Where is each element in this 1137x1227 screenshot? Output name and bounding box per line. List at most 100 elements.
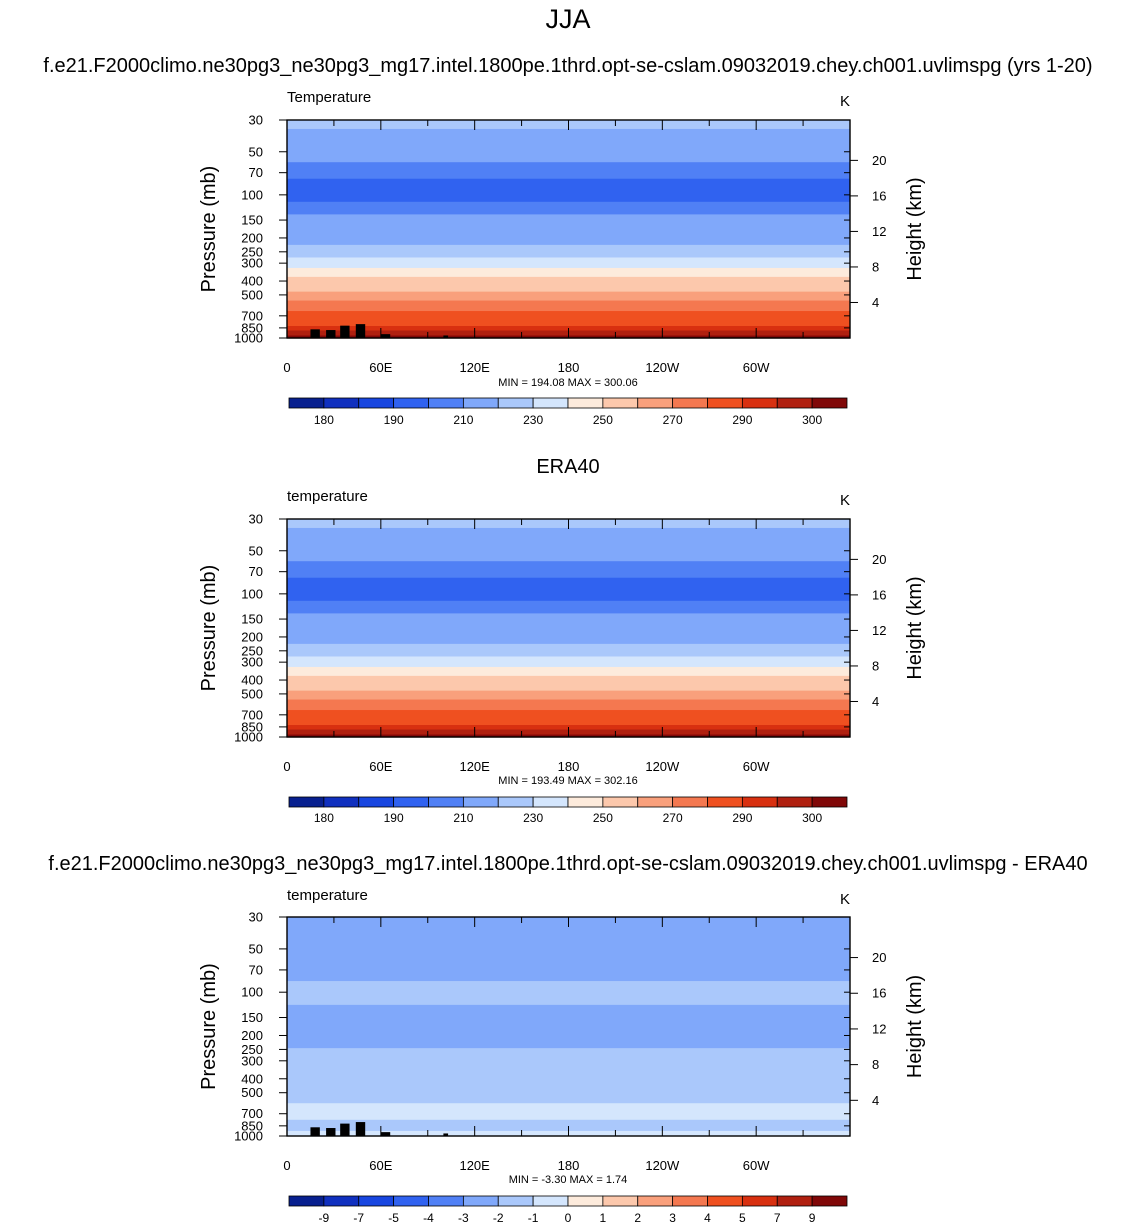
contour-band bbox=[287, 981, 850, 1006]
colorbar-label: -5 bbox=[388, 1211, 399, 1225]
contour-band bbox=[287, 257, 850, 269]
x-tick-label: 60E bbox=[369, 1158, 392, 1173]
pressure-tick-label: 700 bbox=[241, 308, 263, 323]
colorbar-swatch bbox=[811, 1195, 848, 1207]
x-tick-label: 180 bbox=[558, 759, 580, 774]
colorbar-swatch bbox=[741, 796, 778, 808]
height-tick-label: 12 bbox=[872, 623, 886, 638]
height-tick-label: 4 bbox=[872, 1093, 879, 1108]
colorbar-swatch bbox=[462, 1195, 499, 1207]
colorbar-label: 210 bbox=[453, 413, 473, 427]
colorbar-swatch bbox=[323, 1195, 360, 1207]
contour-band bbox=[287, 276, 850, 286]
obs-title: ERA40 bbox=[536, 456, 599, 478]
pressure-tick-label: 70 bbox=[249, 962, 263, 977]
pressure-tick-label: 30 bbox=[249, 512, 263, 527]
colorbar-label: 3 bbox=[669, 1211, 676, 1225]
pressure-tick-label: 100 bbox=[241, 586, 263, 601]
colorbar-label: -1 bbox=[528, 1211, 539, 1225]
terrain-block bbox=[340, 325, 350, 338]
pressure-tick-label: 50 bbox=[249, 144, 263, 159]
height-tick-label: 16 bbox=[872, 986, 886, 1001]
pressure-tick-label: 100 bbox=[241, 985, 263, 1000]
plot-variable-label: temperature bbox=[287, 887, 368, 904]
x-tick-label: 0 bbox=[283, 759, 290, 774]
min-max-label: MIN = -3.30 MAX = 1.74 bbox=[509, 1174, 628, 1186]
colorbar-swatch bbox=[602, 796, 639, 808]
height-tick-label: 16 bbox=[872, 587, 886, 602]
units-label: K bbox=[840, 492, 850, 509]
colorbar-label: 230 bbox=[523, 811, 543, 825]
terrain-block bbox=[355, 324, 366, 338]
contour-band bbox=[287, 291, 850, 302]
plot-variable-label: Temperature bbox=[287, 89, 371, 106]
pressure-tick-label: 70 bbox=[249, 564, 263, 579]
pressure-tick-label: 50 bbox=[249, 941, 263, 956]
colorbar-swatch bbox=[428, 796, 464, 808]
min-max-label: MIN = 194.08 MAX = 300.06 bbox=[498, 377, 637, 389]
model-panel: 0 60E 120E 180 120W 60W3050701001502002503004… bbox=[198, 89, 926, 427]
y-axis-label: Pressure (mb) bbox=[198, 166, 220, 293]
pressure-tick-label: 70 bbox=[249, 165, 263, 180]
pressure-tick-label: 50 bbox=[249, 543, 263, 558]
colorbar-label: 0 bbox=[565, 1211, 572, 1225]
contour-band bbox=[287, 319, 850, 327]
contour-band bbox=[287, 284, 850, 293]
pressure-tick-label: 200 bbox=[241, 629, 263, 644]
colorbar-label: 180 bbox=[314, 413, 334, 427]
terrain-block bbox=[443, 335, 449, 338]
colorbar-swatch bbox=[323, 796, 360, 808]
contour-band bbox=[287, 244, 850, 259]
obs-panel: 0 60E 120E 180 120W 60W3050701001502002503004… bbox=[198, 488, 926, 825]
colorbar-label: -2 bbox=[493, 1211, 504, 1225]
colorbar-swatch bbox=[462, 397, 499, 409]
colorbar-swatch bbox=[637, 397, 674, 409]
colorbar-swatch bbox=[532, 796, 569, 808]
contour-band bbox=[287, 613, 850, 629]
contour-band bbox=[287, 1048, 850, 1071]
colorbar-swatch bbox=[672, 397, 708, 409]
terrain-block bbox=[310, 329, 320, 338]
contour-band bbox=[287, 1119, 850, 1132]
y-axis-label: Pressure (mb) bbox=[198, 565, 220, 692]
x-tick-label: 0 bbox=[283, 360, 290, 375]
colorbar-swatch bbox=[428, 1195, 464, 1207]
pressure-tick-label: 500 bbox=[241, 287, 263, 302]
pressure-tick-label: 150 bbox=[241, 213, 263, 228]
height-tick-label: 20 bbox=[872, 552, 886, 567]
units-label: K bbox=[840, 891, 850, 908]
contour-band bbox=[287, 675, 850, 685]
contour-band bbox=[287, 718, 850, 726]
contour-band bbox=[287, 1085, 850, 1104]
y-axis-label: Pressure (mb) bbox=[198, 963, 220, 1090]
pressure-tick-label: 300 bbox=[241, 256, 263, 271]
colorbar-swatch bbox=[707, 796, 743, 808]
colorbar-swatch bbox=[428, 397, 464, 409]
contour-band bbox=[287, 959, 850, 982]
colorbar-swatch bbox=[567, 796, 604, 808]
colorbar-swatch bbox=[323, 397, 360, 409]
x-tick-label: 60E bbox=[369, 759, 392, 774]
terrain-block bbox=[355, 1122, 366, 1136]
pressure-tick-label: 700 bbox=[241, 1106, 263, 1121]
colorbar-swatch bbox=[497, 796, 534, 808]
height-tick-label: 12 bbox=[872, 224, 886, 239]
colorbar-swatch bbox=[358, 796, 395, 808]
contour-band bbox=[287, 128, 850, 146]
colorbar-swatch bbox=[497, 1195, 534, 1207]
contour-band bbox=[287, 600, 850, 614]
contour-band bbox=[287, 628, 850, 645]
colorbar-label: 250 bbox=[593, 413, 613, 427]
colorbar-swatch bbox=[497, 397, 534, 409]
case-title: f.e21.F2000climo.ne30pg3_ne30pg3_mg17.in… bbox=[43, 55, 1092, 77]
x-tick-label: 60W bbox=[743, 759, 770, 774]
terrain-block bbox=[443, 1133, 449, 1136]
contour-band bbox=[287, 1026, 850, 1049]
y2-axis-label: Height (km) bbox=[904, 975, 926, 1078]
contour-band bbox=[287, 710, 850, 720]
colorbar-label: 300 bbox=[802, 413, 822, 427]
terrain-block bbox=[380, 1132, 391, 1136]
contour-band bbox=[287, 577, 850, 590]
colorbar-swatch bbox=[776, 1195, 813, 1207]
